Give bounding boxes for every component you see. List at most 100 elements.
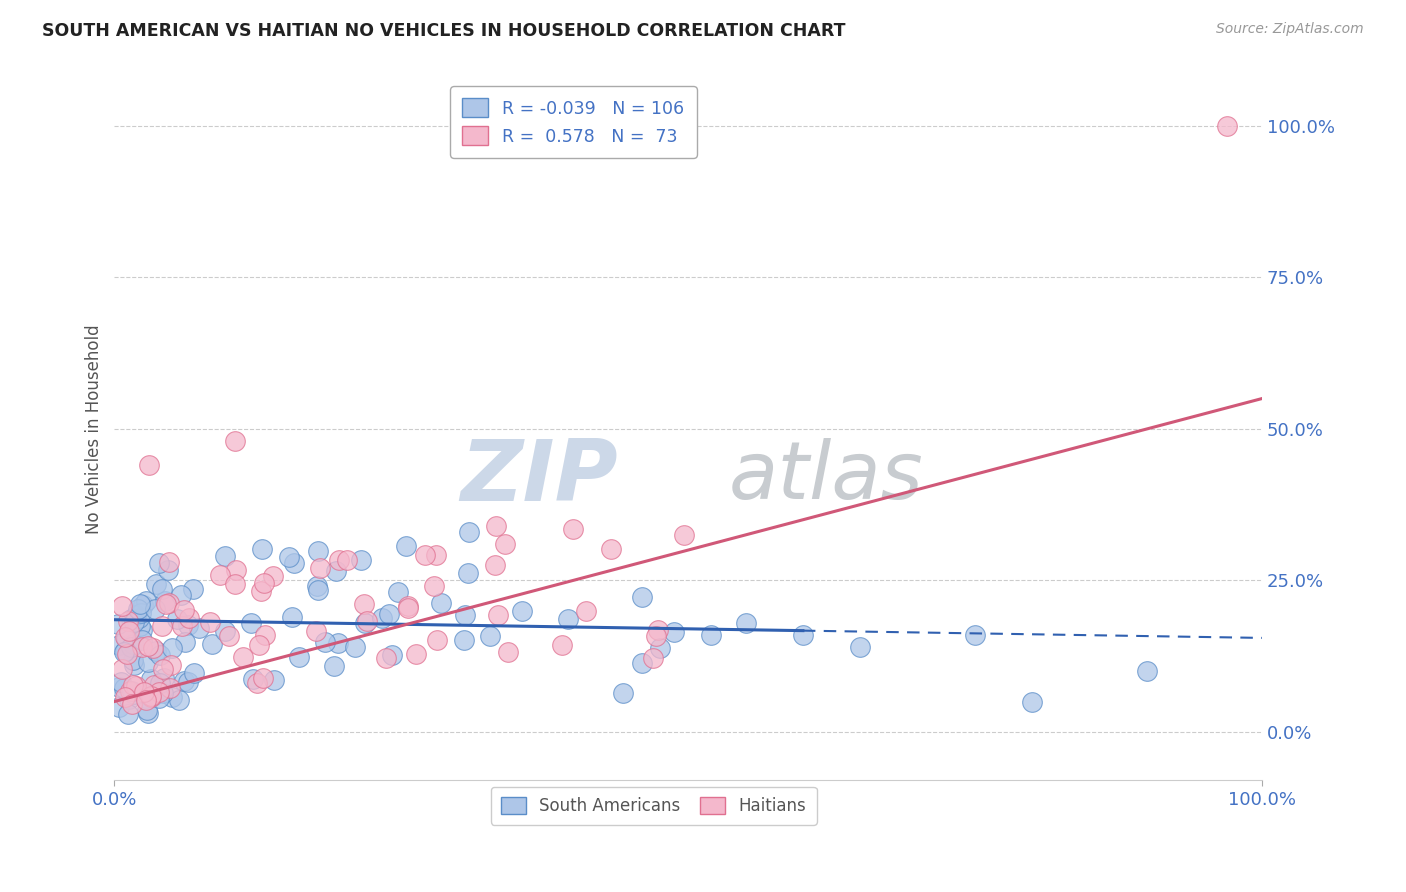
Point: [423, 579, 446, 593]
Point: [159, 595, 181, 609]
Point: [486, 608, 509, 623]
Point: [170, 588, 193, 602]
Point: [112, 645, 135, 659]
Point: [128, 611, 150, 625]
Point: [112, 681, 135, 695]
Point: [121, 653, 143, 667]
Point: [792, 628, 814, 642]
Y-axis label: No Vehicles in Household: No Vehicles in Household: [86, 324, 103, 533]
Point: [143, 688, 166, 702]
Point: [214, 624, 236, 638]
Point: [381, 648, 404, 662]
Point: [117, 706, 139, 721]
Point: [672, 527, 695, 541]
Point: [135, 687, 157, 701]
Point: [176, 674, 198, 689]
Point: [152, 619, 174, 633]
Point: [167, 693, 190, 707]
Point: [252, 671, 274, 685]
Point: [242, 672, 264, 686]
Point: [344, 640, 367, 654]
Point: [413, 548, 436, 562]
Point: [734, 615, 756, 630]
Point: [395, 539, 418, 553]
Point: [177, 611, 200, 625]
Point: [963, 628, 986, 642]
Point: [510, 604, 533, 618]
Point: [458, 524, 481, 539]
Point: [630, 590, 652, 604]
Point: [849, 640, 872, 654]
Point: [496, 645, 519, 659]
Point: [664, 624, 686, 639]
Point: [139, 690, 162, 704]
Point: [155, 597, 177, 611]
Point: [356, 615, 378, 629]
Point: [485, 519, 508, 533]
Point: [371, 610, 394, 624]
Point: [125, 607, 148, 622]
Point: [145, 576, 167, 591]
Point: [127, 602, 149, 616]
Text: Source: ZipAtlas.com: Source: ZipAtlas.com: [1216, 22, 1364, 37]
Point: [700, 628, 723, 642]
Point: [551, 638, 574, 652]
Point: [224, 434, 246, 448]
Point: [125, 679, 148, 693]
Point: [631, 656, 654, 670]
Point: [129, 598, 152, 612]
Point: [172, 619, 194, 633]
Point: [600, 541, 623, 556]
Point: [232, 650, 254, 665]
Point: [453, 632, 475, 647]
Point: [484, 558, 506, 573]
Point: [561, 522, 583, 536]
Point: [148, 556, 170, 570]
Point: [145, 644, 167, 658]
Point: [430, 596, 453, 610]
Point: [148, 691, 170, 706]
Point: [131, 640, 153, 654]
Point: [247, 638, 270, 652]
Point: [323, 658, 346, 673]
Point: [142, 640, 165, 655]
Point: [122, 687, 145, 701]
Text: atlas: atlas: [728, 438, 924, 516]
Point: [131, 599, 153, 613]
Point: [114, 631, 136, 645]
Point: [139, 672, 162, 686]
Point: [240, 615, 263, 630]
Point: [307, 583, 329, 598]
Point: [124, 615, 146, 629]
Point: [114, 644, 136, 658]
Point: [246, 675, 269, 690]
Point: [181, 582, 204, 596]
Point: [283, 556, 305, 570]
Point: [350, 552, 373, 566]
Point: [115, 631, 138, 645]
Point: [139, 689, 162, 703]
Point: [155, 594, 177, 608]
Point: [387, 585, 409, 599]
Text: SOUTH AMERICAN VS HAITIAN NO VEHICLES IN HOUSEHOLD CORRELATION CHART: SOUTH AMERICAN VS HAITIAN NO VEHICLES IN…: [42, 22, 845, 40]
Point: [148, 685, 170, 699]
Point: [263, 673, 285, 687]
Point: [218, 629, 240, 643]
Point: [201, 637, 224, 651]
Point: [308, 561, 330, 575]
Point: [138, 458, 160, 473]
Point: [108, 638, 131, 652]
Point: [131, 623, 153, 637]
Point: [396, 599, 419, 614]
Point: [115, 647, 138, 661]
Point: [645, 629, 668, 643]
Point: [198, 615, 221, 629]
Point: [214, 549, 236, 564]
Point: [160, 690, 183, 704]
Point: [305, 624, 328, 639]
Point: [157, 555, 180, 569]
Point: [648, 641, 671, 656]
Point: [121, 697, 143, 711]
Point: [110, 675, 132, 690]
Point: [354, 616, 377, 631]
